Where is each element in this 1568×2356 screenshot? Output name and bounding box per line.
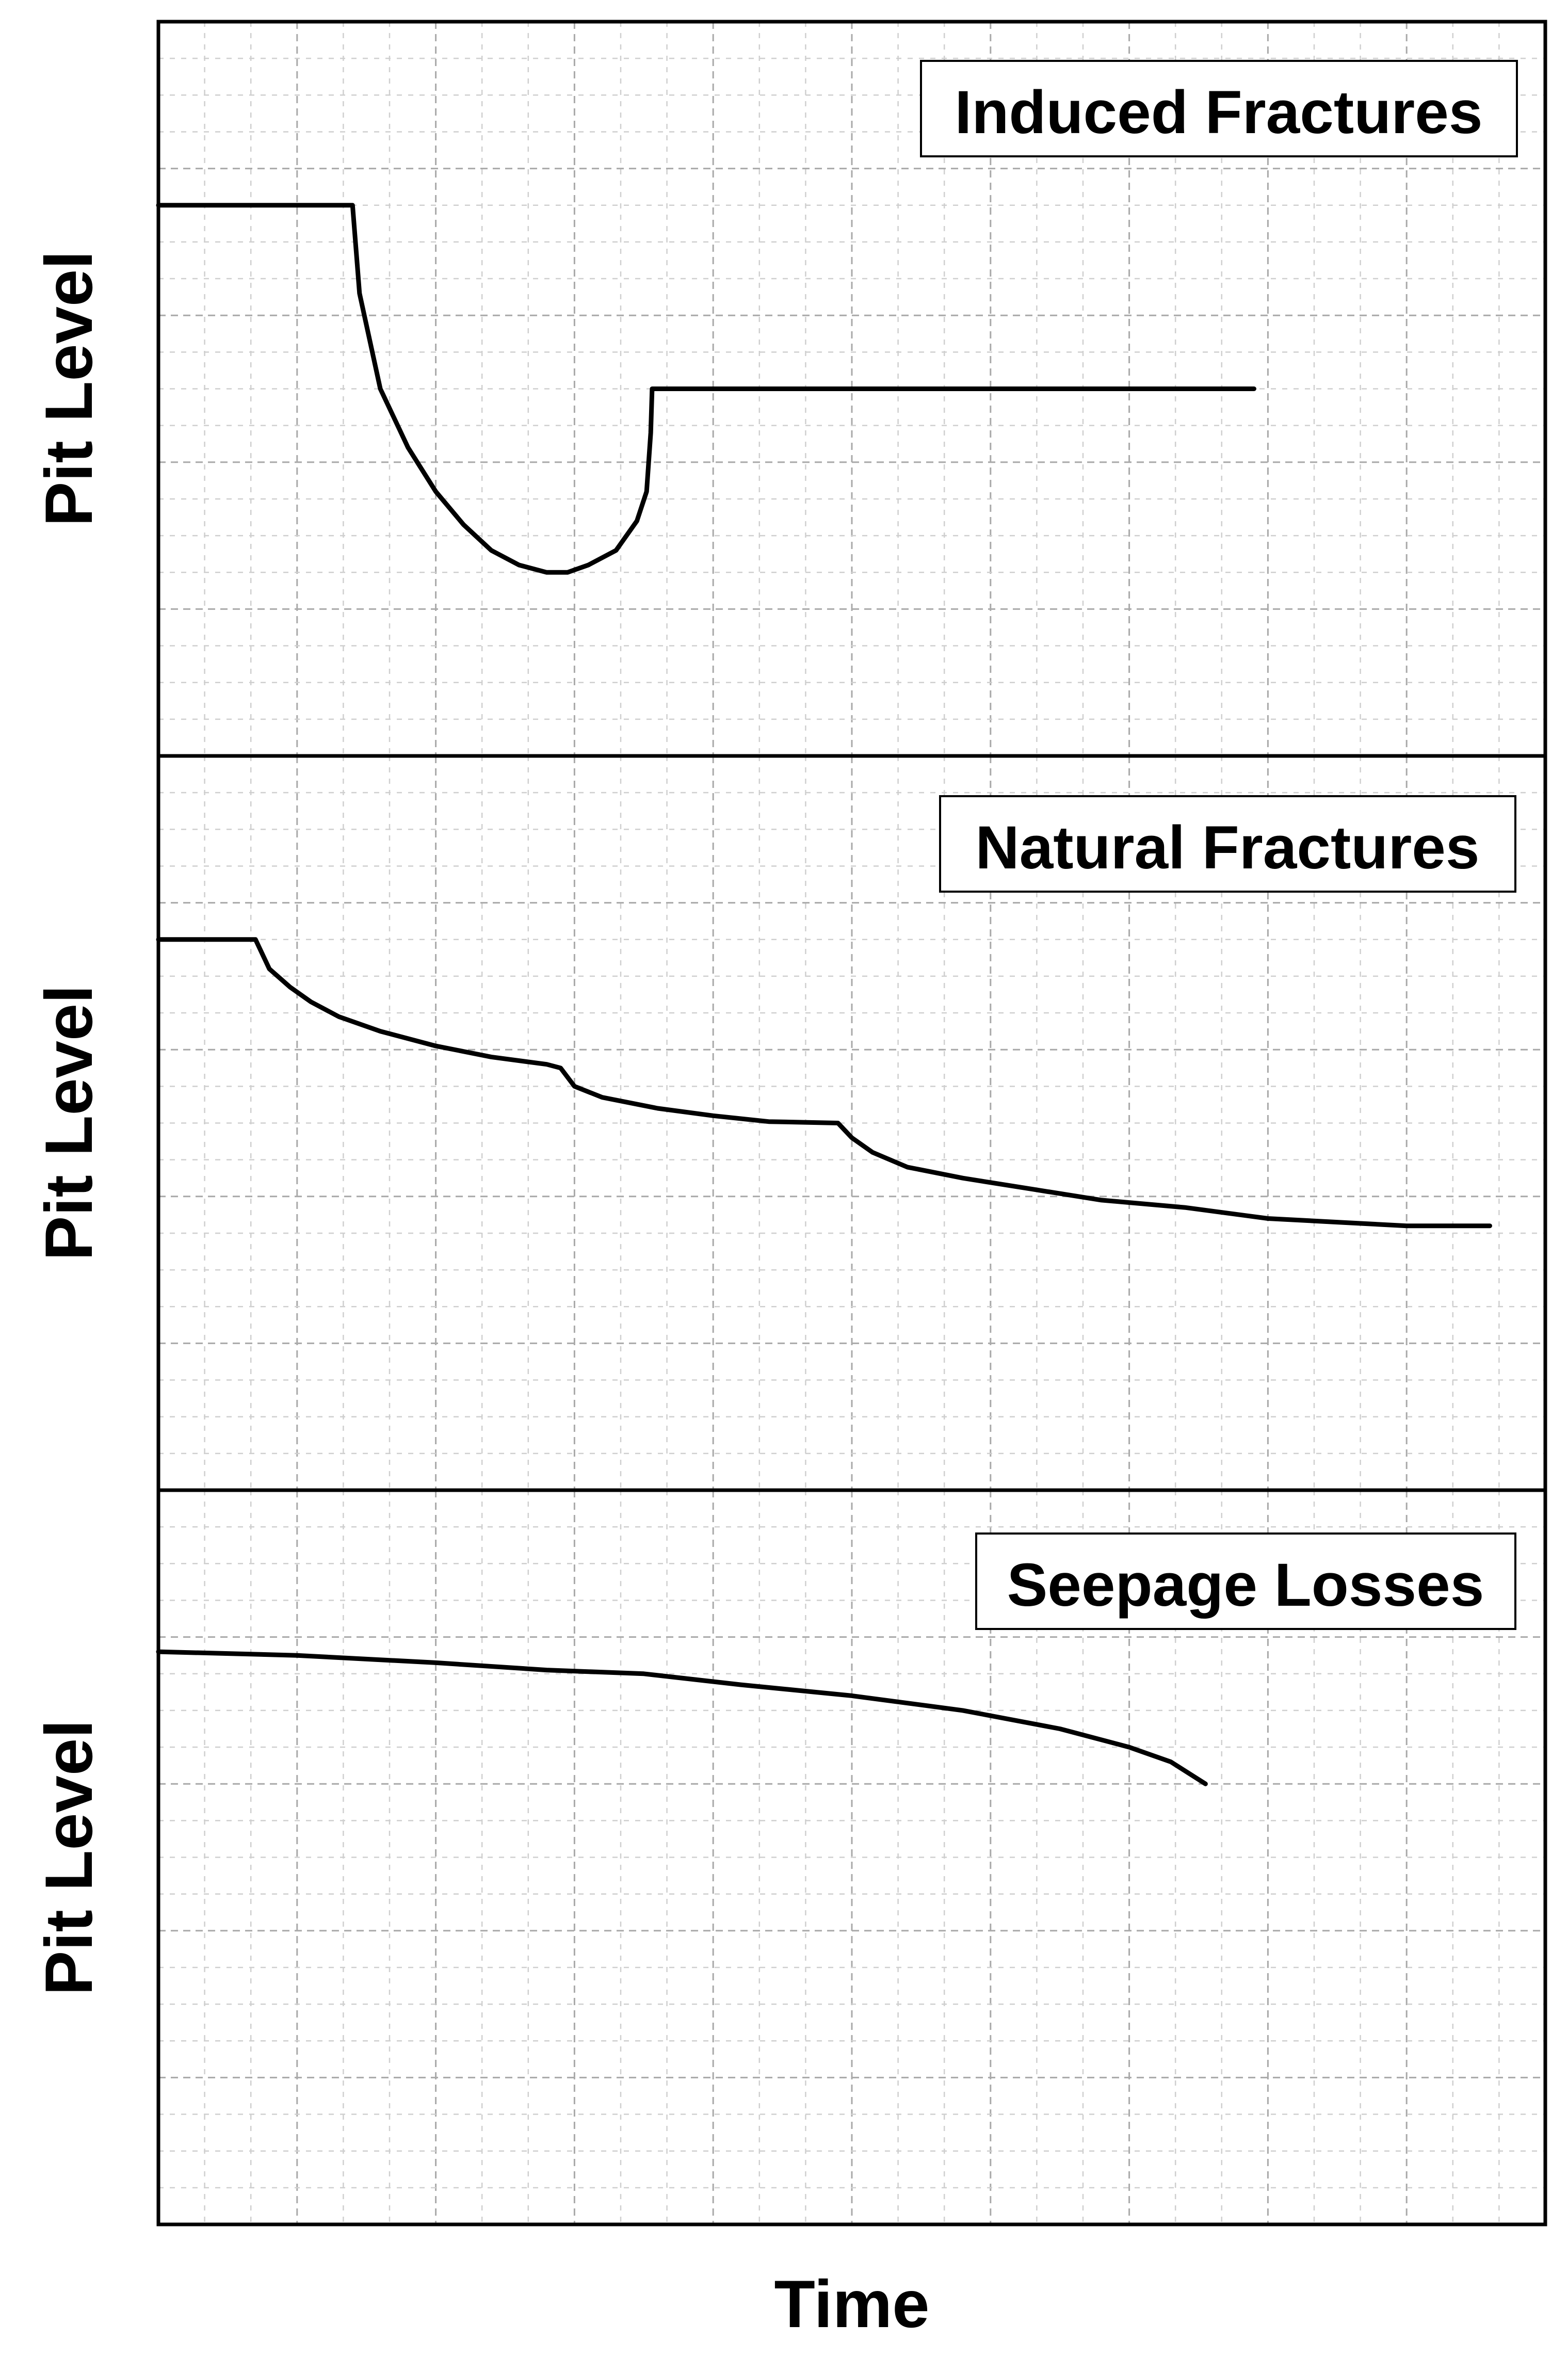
panel-seepage-losses: Seepage Losses Pit Level [31, 1490, 1545, 2224]
x-axis-label: Time [774, 2266, 929, 2342]
panel-title-induced-fractures: Induced Fractures [955, 78, 1483, 147]
grid-seepage-losses [158, 1490, 1545, 2224]
panel-natural-fractures: Natural Fractures Pit Level [31, 756, 1545, 1490]
plot-frame [156, 20, 1547, 2226]
y-axis-label-seepage-losses: Pit Level [31, 1720, 106, 1996]
y-axis-label-induced-fractures: Pit Level [31, 251, 106, 527]
panel-induced-fractures: Induced Fractures Pit Level [31, 22, 1545, 756]
y-axis-label-natural-fractures: Pit Level [31, 985, 106, 1261]
title-box-induced-fractures [920, 60, 1518, 157]
title-box-natural-fractures [939, 795, 1516, 893]
panel-title-natural-fractures: Natural Fractures [975, 814, 1479, 882]
pit-level-line-induced-fractures [156, 203, 1256, 575]
pit-level-line-natural-fractures [156, 937, 1492, 1229]
series-seepage-losses [156, 1649, 1208, 1786]
series-natural-fractures [156, 937, 1492, 1229]
grid-natural-fractures [158, 756, 1545, 1490]
series-induced-fractures [156, 203, 1256, 575]
title-box-seepage-losses [975, 1532, 1516, 1630]
pit-level-line-seepage-losses [156, 1649, 1208, 1786]
panel-title-seepage-losses: Seepage Losses [1007, 1551, 1484, 1619]
